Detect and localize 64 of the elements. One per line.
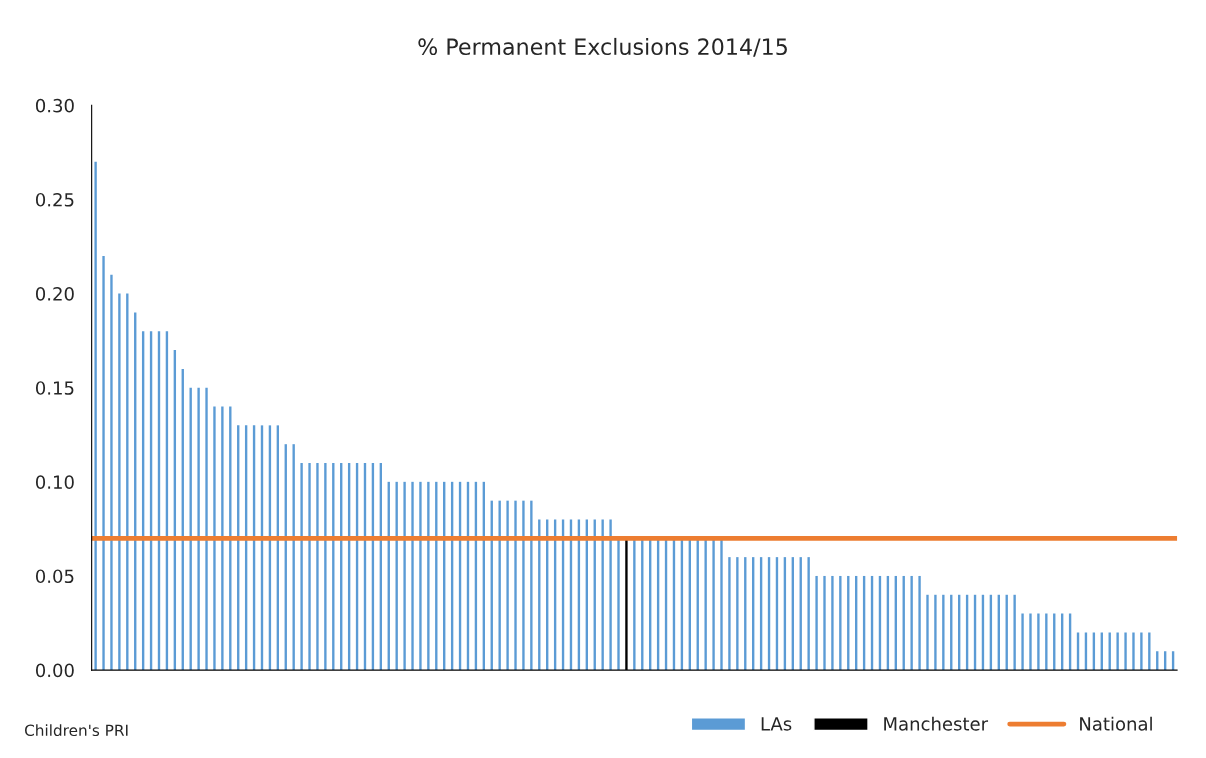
bar xyxy=(197,387,200,671)
bar xyxy=(704,538,707,671)
bar xyxy=(118,293,121,671)
bar xyxy=(205,387,208,671)
y-tick-label: 0.00 xyxy=(35,663,74,678)
bar xyxy=(942,594,945,671)
bar xyxy=(308,463,311,671)
bar xyxy=(506,500,509,671)
bar xyxy=(94,161,97,671)
bar xyxy=(411,481,414,671)
bar xyxy=(807,557,810,671)
bar xyxy=(712,538,715,671)
bar xyxy=(1037,613,1040,671)
chart-title: % Permanent Exclusions 2014/15 xyxy=(418,37,787,57)
bar xyxy=(102,255,105,671)
bar xyxy=(316,463,319,671)
legend-label: National xyxy=(1080,716,1152,731)
bar xyxy=(403,481,406,671)
bar xyxy=(427,481,430,671)
bar xyxy=(926,594,929,671)
bar xyxy=(934,594,937,671)
y-tick-label: 0.20 xyxy=(35,287,74,301)
bar xyxy=(300,463,303,671)
bar xyxy=(221,406,224,671)
bar xyxy=(815,575,818,671)
bar xyxy=(910,575,913,671)
bar xyxy=(530,500,533,671)
bar xyxy=(609,519,612,671)
bar xyxy=(1116,632,1119,671)
bar xyxy=(918,575,921,671)
bar xyxy=(1029,613,1032,671)
bar xyxy=(1124,632,1127,671)
bar xyxy=(419,481,422,671)
y-tick-label: 0.25 xyxy=(35,192,74,207)
bar xyxy=(1045,613,1048,671)
text: Children's PRI xyxy=(24,724,128,737)
bar xyxy=(617,538,620,671)
bar xyxy=(1148,632,1151,671)
bar xyxy=(728,557,731,671)
y-tick-label: 0.30 xyxy=(35,98,74,113)
bar xyxy=(395,481,398,671)
legend-label: Manchester xyxy=(884,716,989,731)
legend-label: LAs xyxy=(761,717,792,731)
y-tick-label: 0.15 xyxy=(35,381,74,395)
y-tick-label: 0.05 xyxy=(35,569,74,584)
bar xyxy=(1140,632,1143,671)
bar xyxy=(324,463,327,671)
bar xyxy=(110,274,113,671)
bar xyxy=(1021,613,1024,671)
y-tick-label: 0.10 xyxy=(35,475,74,489)
bar xyxy=(522,500,525,671)
bar xyxy=(292,444,295,671)
bar xyxy=(514,500,517,671)
bar xyxy=(823,575,826,671)
bar xyxy=(498,500,501,671)
bar xyxy=(720,538,723,671)
bar xyxy=(736,557,739,671)
bar xyxy=(633,538,636,671)
bar xyxy=(213,406,216,671)
bar xyxy=(1132,632,1135,671)
bar xyxy=(831,575,834,671)
bar xyxy=(839,575,842,671)
bar xyxy=(601,519,604,671)
bar xyxy=(1013,594,1016,671)
